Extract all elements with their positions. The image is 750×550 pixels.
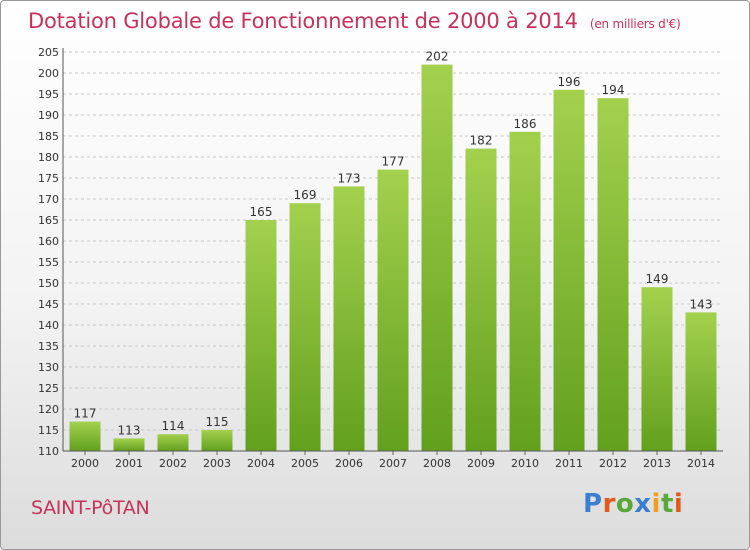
logo-letter: i bbox=[651, 489, 661, 519]
y-tick-label: 130 bbox=[38, 361, 59, 374]
bar-value-labels: 117 113 114 115 165 169 173 177 202 182 186 196 194 1… bbox=[74, 50, 713, 438]
bar-2000 bbox=[69, 421, 101, 451]
x-tick-label: 2012 bbox=[599, 457, 627, 470]
chart-title: Dotation Globale de Fonctionnement de 20… bbox=[28, 9, 681, 33]
bar-2001 bbox=[113, 438, 145, 451]
bar-2012 bbox=[597, 98, 629, 451]
title-main: Dotation Globale de Fonctionnement de 20… bbox=[28, 9, 578, 33]
title-unit: (en milliers d'€) bbox=[589, 17, 681, 31]
commune-name: SAINT-PôTAN bbox=[31, 497, 150, 519]
x-tick-label: 2007 bbox=[379, 457, 407, 470]
logo-letter: x bbox=[634, 489, 652, 519]
y-tick-label: 125 bbox=[38, 382, 59, 395]
logo-letter: r bbox=[602, 489, 616, 519]
bar-2002 bbox=[157, 434, 189, 451]
bar-2009 bbox=[465, 148, 497, 451]
bar-value-label: 194 bbox=[602, 83, 625, 97]
bar-2006 bbox=[333, 186, 365, 451]
y-tick-label: 155 bbox=[38, 256, 59, 269]
x-tick-label: 2006 bbox=[335, 457, 363, 470]
bar-value-label: 186 bbox=[514, 117, 537, 131]
bar-value-label: 143 bbox=[690, 297, 713, 311]
bar-2010 bbox=[509, 131, 541, 452]
bar-value-label: 169 bbox=[294, 188, 317, 202]
y-tick-label: 135 bbox=[38, 340, 59, 353]
y-tick-label: 150 bbox=[38, 277, 59, 290]
logo-letter: P bbox=[583, 489, 603, 519]
x-tick-label: 2005 bbox=[291, 457, 319, 470]
x-tick-label: 2010 bbox=[511, 457, 539, 470]
x-axis-tick-labels: 2000 2001 2002 2003 2004 2005 2006 2007 2008 2009… bbox=[71, 451, 715, 470]
bar-2013 bbox=[641, 287, 673, 451]
logo-letter: t bbox=[660, 489, 674, 519]
y-tick-label: 145 bbox=[38, 298, 59, 311]
logo-letter: i bbox=[673, 489, 684, 519]
bar-value-label: 115 bbox=[206, 415, 229, 429]
x-tick-label: 2014 bbox=[687, 457, 715, 470]
y-tick-label: 140 bbox=[38, 319, 59, 332]
bar-value-label: 177 bbox=[382, 155, 405, 169]
bars bbox=[69, 64, 717, 452]
bar-value-label: 196 bbox=[558, 75, 581, 89]
x-tick-label: 2002 bbox=[159, 457, 187, 470]
bar-value-label: 113 bbox=[118, 423, 141, 437]
bar-2003 bbox=[201, 430, 233, 451]
bar-value-label: 165 bbox=[250, 205, 273, 219]
bar-value-label: 182 bbox=[470, 134, 493, 148]
bar-2004 bbox=[245, 220, 277, 451]
x-tick-label: 2008 bbox=[423, 457, 451, 470]
y-axis-tick-labels: 110 115 120 125 130 135 140 145 150 155 160 165 170 1… bbox=[38, 46, 59, 458]
y-tick-label: 195 bbox=[38, 88, 59, 101]
y-tick-label: 200 bbox=[38, 67, 59, 80]
y-tick-label: 115 bbox=[38, 424, 59, 437]
x-tick-label: 2000 bbox=[71, 457, 99, 470]
y-tick-label: 205 bbox=[38, 46, 59, 59]
x-tick-label: 2011 bbox=[555, 457, 583, 470]
bar-2014 bbox=[685, 312, 717, 451]
bar-2007 bbox=[377, 169, 409, 451]
logo-letter: o bbox=[615, 489, 635, 519]
bar-2011 bbox=[553, 89, 585, 452]
y-tick-label: 120 bbox=[38, 403, 59, 416]
bar-value-label: 117 bbox=[74, 407, 97, 421]
axes bbox=[62, 48, 723, 452]
x-tick-label: 2009 bbox=[467, 457, 495, 470]
y-tick-label: 160 bbox=[38, 235, 59, 248]
bar-value-label: 114 bbox=[162, 419, 185, 433]
bar-2008 bbox=[421, 64, 453, 451]
y-tick-label: 190 bbox=[38, 109, 59, 122]
y-tick-label: 175 bbox=[38, 172, 59, 185]
y-tick-label: 165 bbox=[38, 214, 59, 227]
x-tick-label: 2003 bbox=[203, 457, 231, 470]
x-tick-label: 2013 bbox=[643, 457, 671, 470]
proxiti-logo[interactable]: Proxiti bbox=[583, 489, 683, 519]
bar-value-label: 149 bbox=[646, 272, 669, 286]
x-tick-label: 2001 bbox=[115, 457, 143, 470]
bar-value-label: 202 bbox=[426, 50, 449, 64]
bar-value-label: 173 bbox=[338, 171, 361, 185]
x-tick-label: 2004 bbox=[247, 457, 275, 470]
y-tick-label: 110 bbox=[38, 445, 59, 458]
bar-2005 bbox=[289, 203, 321, 451]
y-tick-label: 180 bbox=[38, 151, 59, 164]
y-tick-label: 185 bbox=[38, 130, 59, 143]
y-tick-label: 170 bbox=[38, 193, 59, 206]
